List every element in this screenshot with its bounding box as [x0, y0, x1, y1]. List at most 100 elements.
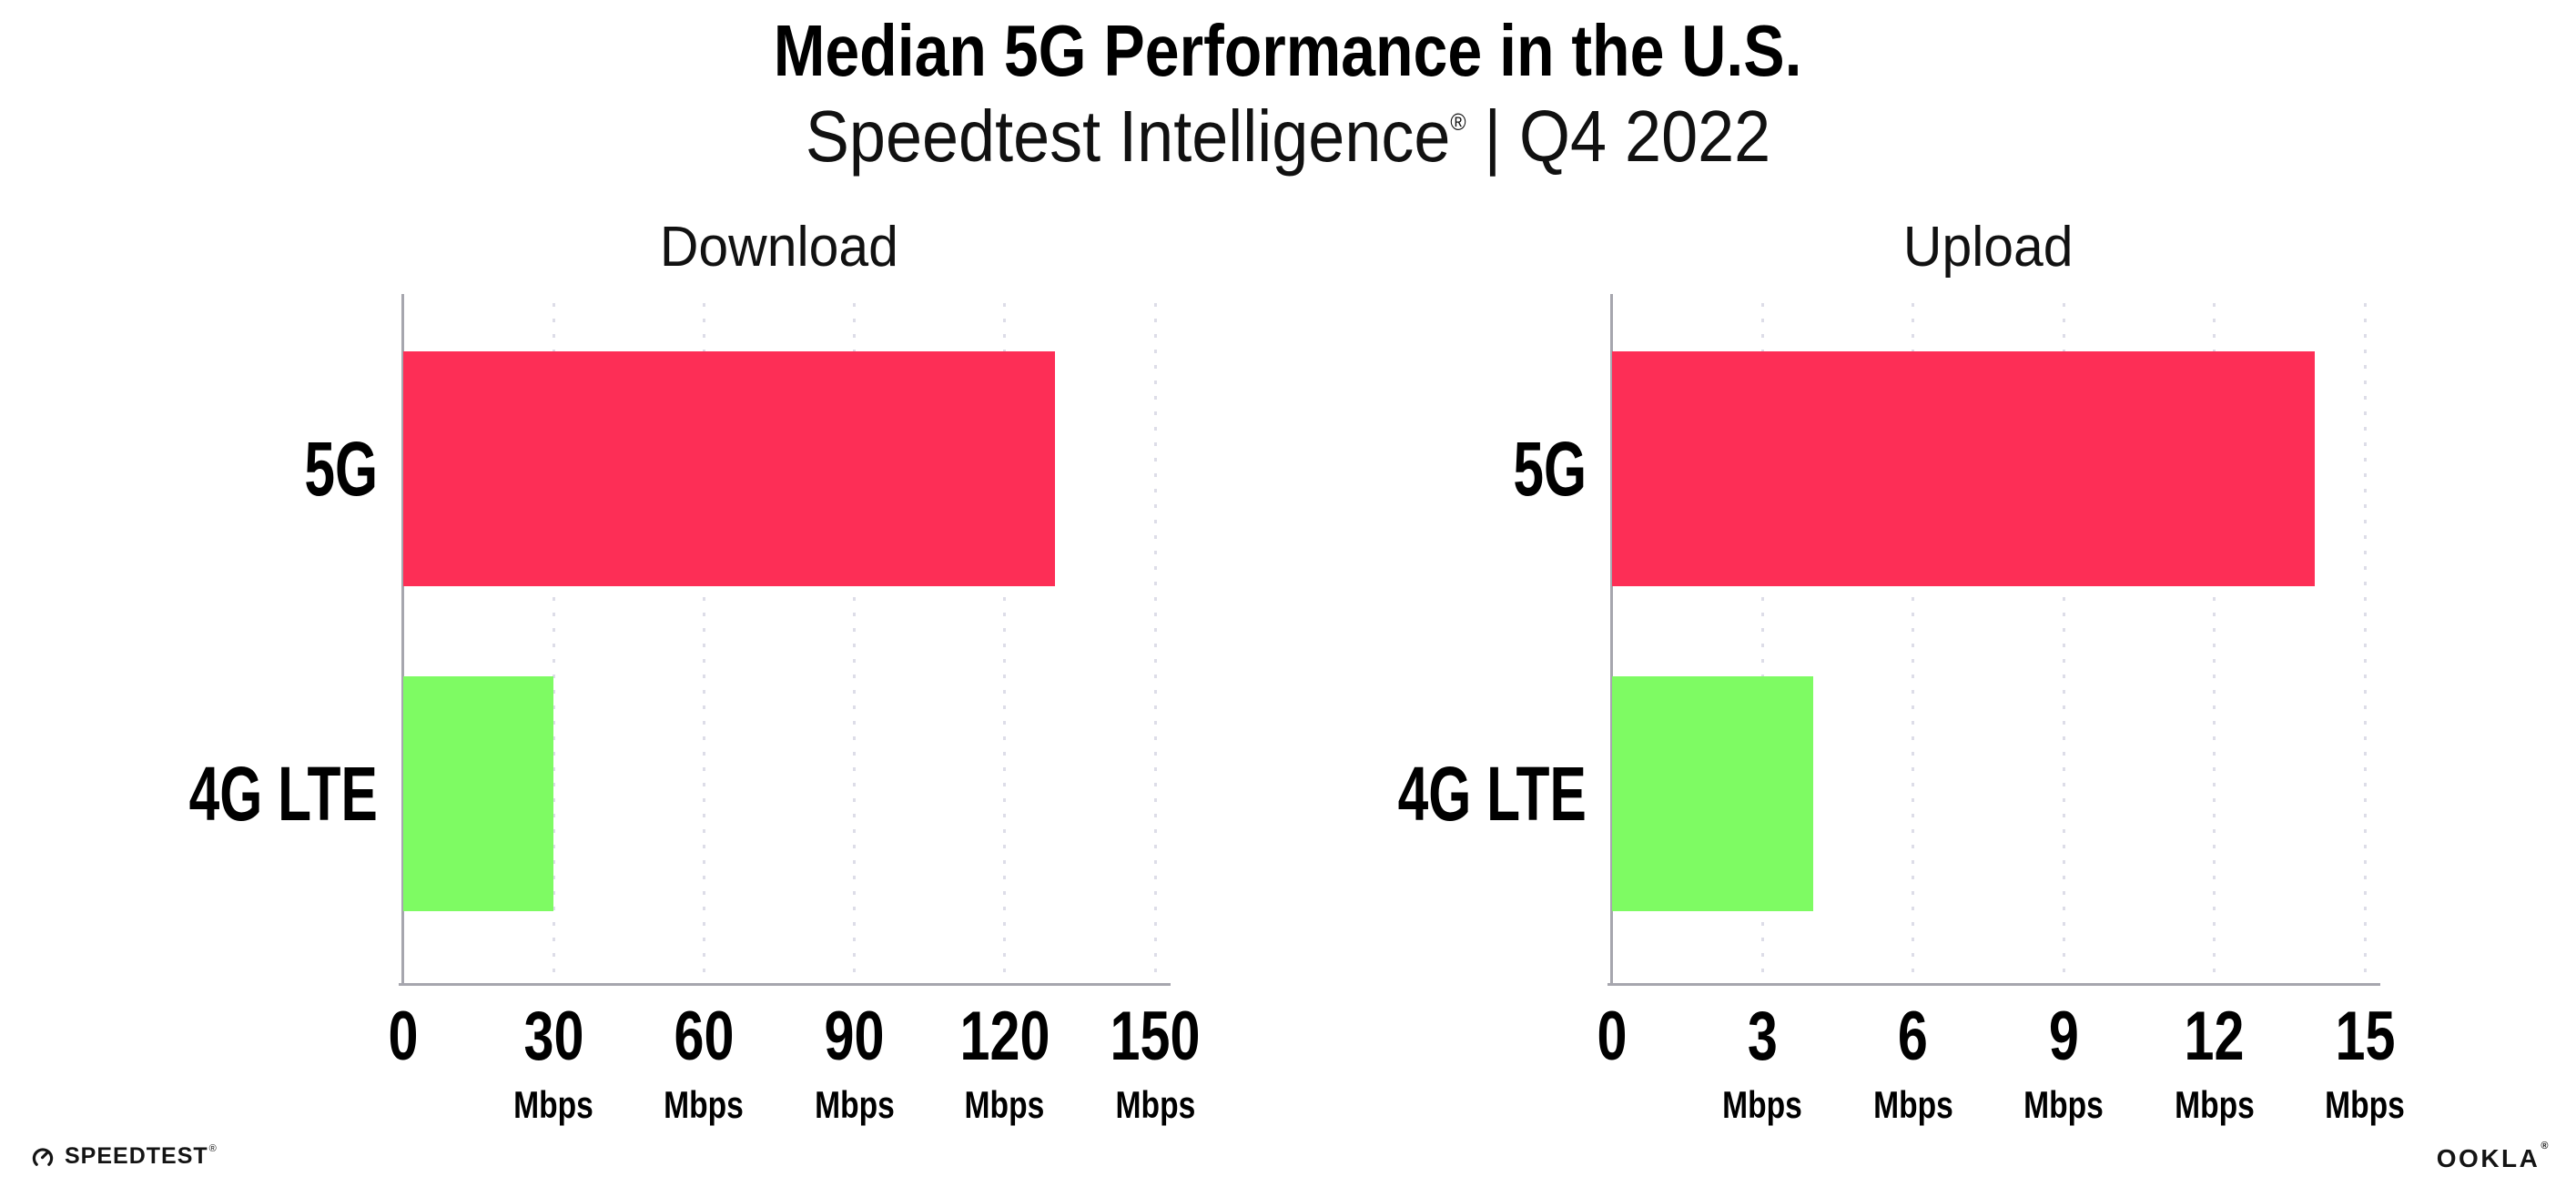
bar-4g-lte — [1612, 676, 1813, 911]
x-tick-3: 3 Mbps — [1713, 1002, 1813, 1124]
chart-title-upload-text: Upload — [1903, 216, 2074, 279]
plot-area: 5G 4G LTE 0 3 Mbps 6 Mbps 9 Mbps 12 Mbps 15 Mbps — [1398, 294, 2405, 1124]
speedtest-wordmark: SPEEDTEST — [65, 1143, 208, 1169]
x-tick-unit-text: Mbps — [2325, 1083, 2405, 1126]
category-label-text: 5G — [304, 425, 378, 512]
gridline-30 — [552, 303, 555, 984]
x-tick-value-text: 120 — [959, 998, 1050, 1075]
x-tick-value-text: 150 — [1110, 998, 1201, 1075]
x-tick-value-text: 3 — [1747, 998, 1778, 1075]
x-tick-unit-text: Mbps — [513, 1083, 594, 1126]
chart-title-download-text: Download — [660, 216, 898, 279]
x-tick-90: 90 Mbps — [805, 1002, 905, 1124]
x-tick-value: 0 — [384, 1002, 422, 1071]
gridline-3 — [1760, 303, 1764, 984]
x-tick-value: 6 — [1863, 1002, 1963, 1071]
x-tick-9: 9 Mbps — [2013, 1002, 2114, 1124]
x-tick-value-text: 0 — [388, 998, 419, 1075]
speedtest-gauge-icon — [32, 1147, 54, 1166]
x-tick-unit: Mbps — [654, 1086, 755, 1124]
x-tick-value-text: 15 — [2335, 998, 2395, 1075]
page-subtitle: Speedtest Intelligence® | Q4 2022 — [0, 100, 2576, 173]
gridline-12 — [2213, 303, 2216, 984]
x-tick-value: 90 — [805, 1002, 905, 1071]
category-label-4g-lte: 4G LTE — [86, 676, 378, 911]
plot-area: 5G 4G LTE 0 30 Mbps 60 Mbps 90 Mbps 120 Mbps 150 Mbp… — [189, 294, 1200, 1124]
x-tick-150: 150 Mbps — [1098, 1002, 1213, 1124]
speedtest-registered-mark: ® — [208, 1142, 217, 1154]
ookla-logo: OOKLA® — [2436, 1140, 2551, 1173]
x-tick-value: 30 — [503, 1002, 603, 1071]
bar-5g — [403, 351, 1055, 586]
category-label-text: 4G LTE — [188, 750, 378, 837]
x-tick-30: 30 Mbps — [503, 1002, 603, 1124]
y-axis-line — [401, 294, 404, 986]
chart-upload: Upload 5G 4G LTE 0 3 Mbps 6 Mbps 9 Mbps 12 Mbps 15 M… — [1398, 219, 2405, 1124]
x-axis-line — [399, 983, 1171, 986]
x-tick-unit: Mbps — [805, 1086, 905, 1124]
page-title-text: Median 5G Performance in the U.S. — [774, 10, 1802, 91]
page-subtitle-text: Speedtest Intelligence® | Q4 2022 — [806, 100, 1770, 173]
x-tick-value: 3 — [1713, 1002, 1813, 1071]
ookla-wordmark: OOKLA — [2436, 1144, 2541, 1172]
x-tick-unit: Mbps — [947, 1086, 1062, 1124]
x-tick-unit-text: Mbps — [1115, 1083, 1195, 1126]
registered-mark: ® — [1450, 108, 1466, 137]
gridline-9 — [2062, 303, 2065, 984]
category-label-text: 5G — [1513, 425, 1587, 512]
x-tick-0: 0 — [384, 1002, 422, 1071]
x-tick-unit-text: Mbps — [1722, 1083, 1803, 1126]
x-tick-value-text: 12 — [2184, 998, 2245, 1075]
category-label-5g: 5G — [1295, 351, 1587, 586]
subtitle-brand: Speedtest Intelligence — [805, 96, 1451, 177]
x-tick-unit-text: Mbps — [2174, 1083, 2255, 1126]
x-tick-unit-text: Mbps — [2023, 1083, 2104, 1126]
x-tick-120: 120 Mbps — [947, 1002, 1062, 1124]
gridline-15 — [2363, 303, 2367, 984]
category-label-5g: 5G — [86, 351, 378, 586]
x-tick-unit-text: Mbps — [1872, 1083, 1953, 1126]
x-tick-unit: Mbps — [2315, 1086, 2415, 1124]
x-tick-unit: Mbps — [1098, 1086, 1213, 1124]
x-tick-6: 6 Mbps — [1863, 1002, 1963, 1124]
gridline-60 — [702, 303, 705, 984]
category-label-4g-lte: 4G LTE — [1295, 676, 1587, 911]
gridline-120 — [1003, 303, 1007, 984]
x-tick-value: 60 — [654, 1002, 755, 1071]
x-tick-unit-text: Mbps — [814, 1083, 895, 1126]
subtitle-period: Q4 2022 — [1518, 96, 1771, 177]
x-tick-value-text: 9 — [2048, 998, 2079, 1075]
page-title: Median 5G Performance in the U.S. — [0, 15, 2576, 87]
y-axis-line — [1610, 294, 1613, 986]
x-tick-value: 12 — [2165, 1002, 2265, 1071]
x-tick-unit: Mbps — [1863, 1086, 1963, 1124]
x-tick-value: 15 — [2315, 1002, 2415, 1071]
x-tick-unit-text: Mbps — [664, 1083, 745, 1126]
chart-title-download: Download — [403, 219, 1155, 276]
x-tick-0: 0 — [1593, 1002, 1631, 1071]
chart-title-upload: Upload — [1612, 219, 2365, 276]
x-tick-value-text: 90 — [824, 998, 885, 1075]
x-tick-value: 0 — [1593, 1002, 1631, 1071]
x-tick-12: 12 Mbps — [2165, 1002, 2265, 1124]
x-tick-value-text: 60 — [674, 998, 735, 1075]
x-tick-unit: Mbps — [2165, 1086, 2265, 1124]
x-tick-unit: Mbps — [2013, 1086, 2114, 1124]
gridline-90 — [853, 303, 857, 984]
gridline-150 — [1153, 303, 1157, 984]
x-tick-60: 60 Mbps — [654, 1002, 755, 1124]
x-tick-value: 9 — [2013, 1002, 2114, 1071]
x-tick-unit-text: Mbps — [964, 1083, 1045, 1126]
x-tick-value-text: 30 — [523, 998, 584, 1075]
x-tick-value-text: 6 — [1898, 998, 1929, 1075]
category-label-text: 4G LTE — [1397, 750, 1587, 837]
bar-5g — [1612, 351, 2315, 586]
ookla-registered-mark: ® — [2541, 1140, 2551, 1151]
x-tick-value: 150 — [1098, 1002, 1213, 1071]
gridline-6 — [1912, 303, 1915, 984]
x-tick-15: 15 Mbps — [2315, 1002, 2415, 1124]
subtitle-separator: | — [1484, 96, 1502, 177]
chart-download: Download 5G 4G LTE 0 30 Mbps 60 Mbps 90 Mbps 120 M… — [189, 219, 1201, 1124]
speedtest-logo: SPEEDTEST ® — [31, 1143, 217, 1170]
